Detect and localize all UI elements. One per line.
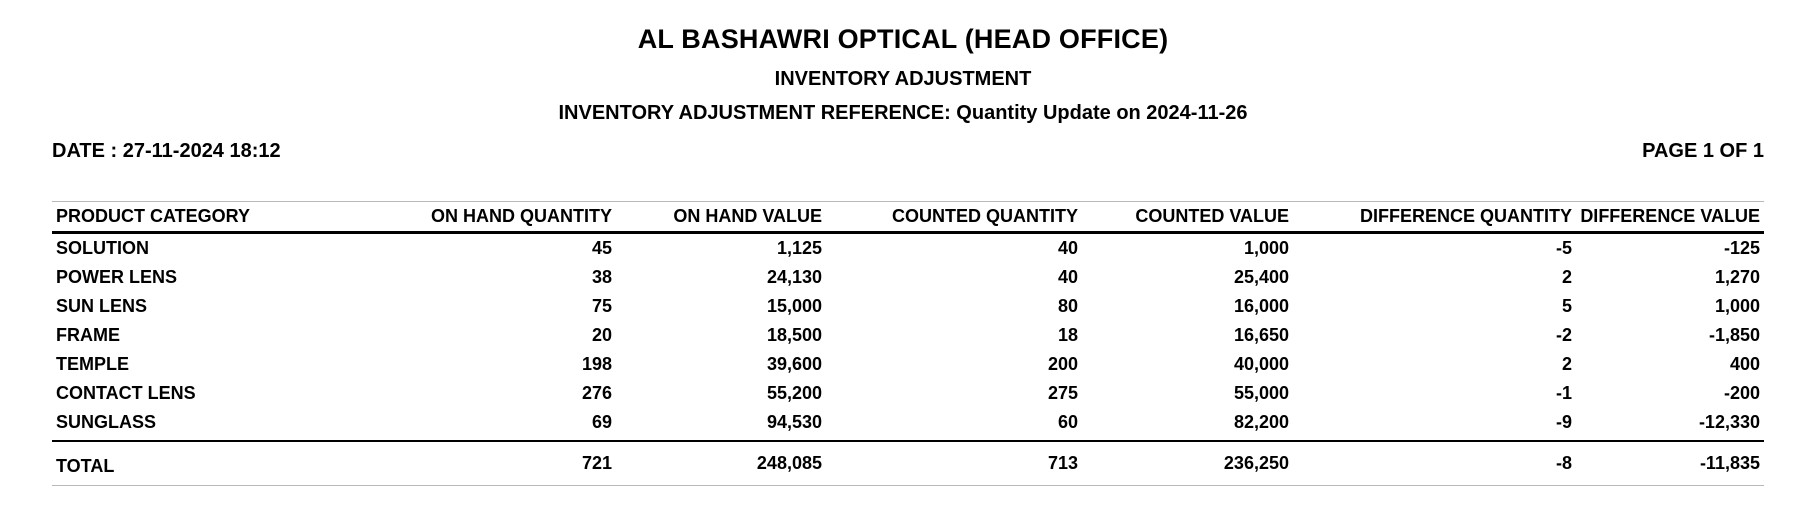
cell-product-category: SUN LENS [56,296,148,316]
table-body: SOLUTION 45 1,125 40 1,000 -5 -125 POWER… [52,233,1764,442]
total-on-hand-value: 248,085 [756,453,822,473]
page-number: PAGE 1 OF 1 [1642,140,1764,162]
header-row: PRODUCT CATEGORY ON HAND QUANTITY ON HAN… [52,201,1764,233]
header-counted-value: COUNTED VALUE [1135,206,1289,226]
cell-on-hand-quantity: 38 [591,267,612,287]
cell-product-category: SUNGLASS [56,412,157,432]
cell-difference-value: 400 [1729,354,1760,374]
cell-on-hand-value: 39,600 [766,354,822,374]
cell-counted-value: 16,650 [1233,325,1289,345]
cell-on-hand-value: 18,500 [766,325,822,345]
cell-on-hand-value: 24,130 [766,267,822,287]
header-on-hand-value: ON HAND VALUE [673,206,822,226]
cell-difference-value: 1,270 [1714,267,1760,287]
cell-product-category: TEMPLE [56,354,130,374]
table-row: CONTACT LENS 276 55,200 275 55,000 -1 -2… [52,379,1764,408]
cell-product-category: FRAME [56,325,120,345]
table-row: TEMPLE 198 39,600 200 40,000 2 400 [52,350,1764,379]
inventory-table-container: PRODUCT CATEGORY ON HAND QUANTITY ON HAN… [52,201,1764,486]
header-product-category: PRODUCT CATEGORY [56,206,251,226]
total-counted-quantity: 713 [1047,453,1078,473]
adjustment-reference: INVENTORY ADJUSTMENT REFERENCE: Quantity… [558,102,1248,124]
table-row: SUN LENS 75 15,000 80 16,000 5 1,000 [52,292,1764,321]
table-header: PRODUCT CATEGORY ON HAND QUANTITY ON HAN… [52,201,1764,233]
cell-counted-value: 1,000 [1243,238,1289,258]
cell-counted-value: 82,200 [1233,412,1289,432]
cell-difference-value: -200 [1723,383,1760,403]
cell-on-hand-quantity: 45 [591,238,612,258]
table-row: SOLUTION 45 1,125 40 1,000 -5 -125 [52,233,1764,264]
cell-counted-value: 40,000 [1233,354,1289,374]
cell-on-hand-quantity: 20 [591,325,612,345]
header-difference-quantity: DIFFERENCE QUANTITY [1359,206,1572,226]
total-counted-value: 236,250 [1223,453,1289,473]
cell-on-hand-quantity: 69 [591,412,612,432]
cell-on-hand-quantity: 198 [581,354,612,374]
cell-on-hand-quantity: 75 [591,296,612,316]
cell-difference-quantity: 2 [1561,354,1572,374]
cell-difference-quantity: -5 [1555,238,1572,258]
cell-on-hand-value: 55,200 [766,383,822,403]
cell-on-hand-value: 94,530 [766,412,822,432]
cell-on-hand-value: 1,125 [776,238,822,258]
header-on-hand-quantity: ON HAND QUANTITY [431,206,612,226]
cell-counted-quantity: 40 [1057,238,1078,258]
total-difference-quantity: -8 [1555,453,1572,473]
cell-counted-quantity: 60 [1057,412,1078,432]
cell-on-hand-quantity: 276 [581,383,612,403]
total-label: TOTAL [56,455,115,476]
cell-difference-quantity: 2 [1561,267,1572,287]
total-row: TOTAL 721 248,085 713 236,250 -8 -11,835 [52,441,1764,486]
total-difference-value: -11,835 [1699,453,1760,473]
cell-difference-value: -125 [1723,238,1760,258]
table-row: SUNGLASS 69 94,530 60 82,200 -9 -12,330 [52,408,1764,441]
cell-on-hand-value: 15,000 [766,296,822,316]
company-name: AL BASHAWRI OPTICAL (HEAD OFFICE) [637,24,1169,54]
cell-counted-quantity: 275 [1047,383,1078,403]
table-row: FRAME 20 18,500 18 16,650 -2 -1,850 [52,321,1764,350]
inventory-adjustment-table: PRODUCT CATEGORY ON HAND QUANTITY ON HAN… [52,201,1764,486]
total-on-hand-quantity: 721 [581,453,612,473]
cell-product-category: SOLUTION [56,238,149,258]
header-difference-value: DIFFERENCE VALUE [1580,206,1760,226]
cell-difference-value: 1,000 [1714,296,1760,316]
cell-difference-quantity: -2 [1555,325,1572,345]
cell-difference-value: -12,330 [1698,412,1760,432]
cell-counted-quantity: 80 [1057,296,1078,316]
report-title: INVENTORY ADJUSTMENT [774,68,1032,90]
cell-difference-value: -1,850 [1708,325,1760,345]
cell-counted-value: 55,000 [1233,383,1289,403]
cell-difference-quantity: 5 [1561,296,1572,316]
cell-difference-quantity: -1 [1555,383,1572,403]
table-row: POWER LENS 38 24,130 40 25,400 2 1,270 [52,263,1764,292]
cell-counted-value: 25,400 [1233,267,1289,287]
cell-difference-quantity: -9 [1555,412,1572,432]
cell-counted-quantity: 40 [1057,267,1078,287]
cell-product-category: POWER LENS [56,267,178,287]
header-counted-quantity: COUNTED QUANTITY [892,206,1078,226]
cell-product-category: CONTACT LENS [56,383,196,403]
cell-counted-quantity: 18 [1057,325,1078,345]
cell-counted-value: 16,000 [1233,296,1289,316]
table-footer: TOTAL 721 248,085 713 236,250 -8 -11,835 [52,441,1764,486]
report-date: DATE : 27-11-2024 18:12 [52,140,281,162]
cell-counted-quantity: 200 [1047,354,1078,374]
